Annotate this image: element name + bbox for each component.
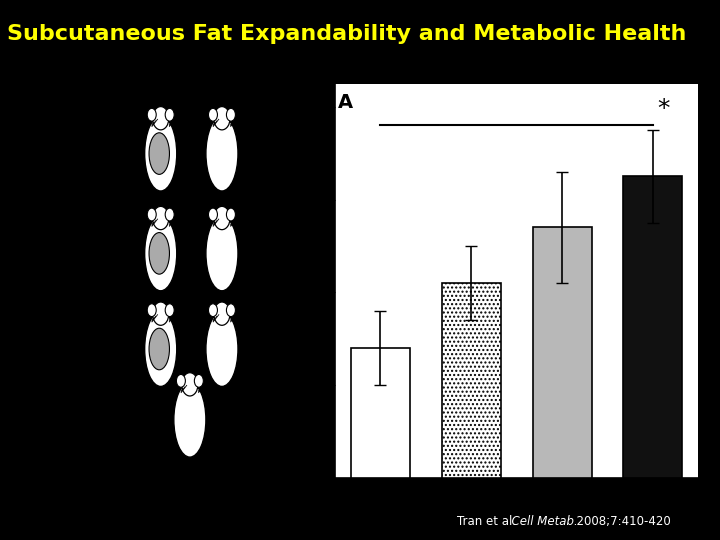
Ellipse shape: [174, 382, 206, 457]
Circle shape: [194, 374, 203, 387]
Text: VIS: VIS: [120, 149, 138, 158]
Ellipse shape: [149, 233, 169, 274]
Text: Subcutaneous
Flank
Fat: Subcutaneous Flank Fat: [35, 334, 99, 364]
Circle shape: [226, 208, 235, 221]
Text: SQ-SQ: SQ-SQ: [271, 248, 307, 258]
Ellipse shape: [149, 133, 169, 174]
Text: Subcutaneous Fat Expandability and Metabolic Health: Subcutaneous Fat Expandability and Metab…: [7, 24, 687, 44]
Circle shape: [176, 374, 185, 387]
Text: VIS: VIS: [183, 328, 199, 336]
Ellipse shape: [206, 312, 238, 387]
Text: Surgery: Surgery: [115, 415, 153, 424]
Circle shape: [165, 304, 174, 316]
Text: SQ: SQ: [184, 232, 199, 241]
Text: VIS: VIS: [183, 132, 199, 141]
Ellipse shape: [145, 216, 176, 291]
Y-axis label: Glucose Infusion Rate
(GIR)
(mg/kg/min): Glucose Infusion Rate (GIR) (mg/kg/min): [262, 217, 305, 345]
Circle shape: [165, 109, 174, 121]
Text: 2008;7:410-420: 2008;7:410-420: [569, 515, 670, 528]
Bar: [351, 348, 410, 478]
Circle shape: [153, 206, 169, 230]
Bar: [533, 227, 592, 478]
Text: Visceral
Epididymal
Fat: Visceral Epididymal Fat: [35, 139, 86, 168]
Circle shape: [147, 304, 156, 316]
Text: Donor Mice: Donor Mice: [139, 72, 194, 83]
Circle shape: [209, 109, 217, 121]
Text: Subcutaneous
Flank
Fat: Subcutaneous Flank Fat: [35, 239, 99, 268]
Text: Host Mice: Host Mice: [201, 72, 249, 83]
Circle shape: [153, 302, 169, 325]
Circle shape: [165, 208, 174, 221]
Ellipse shape: [206, 116, 238, 191]
Circle shape: [209, 208, 217, 221]
Ellipse shape: [149, 328, 169, 370]
Circle shape: [226, 304, 235, 316]
Text: SQ: SQ: [123, 249, 138, 258]
Text: VIS-VIS: VIS-VIS: [269, 148, 309, 159]
Text: Tran et al.: Tran et al.: [457, 515, 516, 528]
Circle shape: [153, 106, 169, 130]
Ellipse shape: [145, 116, 176, 191]
Bar: [624, 177, 683, 478]
Text: SQ: SQ: [123, 345, 138, 354]
Ellipse shape: [145, 312, 176, 387]
Text: A: A: [338, 93, 353, 112]
Circle shape: [181, 373, 198, 396]
Circle shape: [147, 208, 156, 221]
Text: SHAM: SHAM: [273, 415, 305, 424]
Text: Cell Metab.: Cell Metab.: [504, 515, 577, 528]
Circle shape: [209, 304, 217, 316]
Bar: [441, 283, 500, 478]
Circle shape: [214, 302, 230, 325]
Text: Transplantation: Transplantation: [248, 72, 330, 83]
Ellipse shape: [206, 216, 238, 291]
Circle shape: [147, 109, 156, 121]
Circle shape: [214, 106, 230, 130]
Text: SQ-VIS: SQ-VIS: [271, 344, 307, 354]
Circle shape: [226, 109, 235, 121]
Circle shape: [214, 206, 230, 230]
Text: *: *: [657, 97, 670, 121]
